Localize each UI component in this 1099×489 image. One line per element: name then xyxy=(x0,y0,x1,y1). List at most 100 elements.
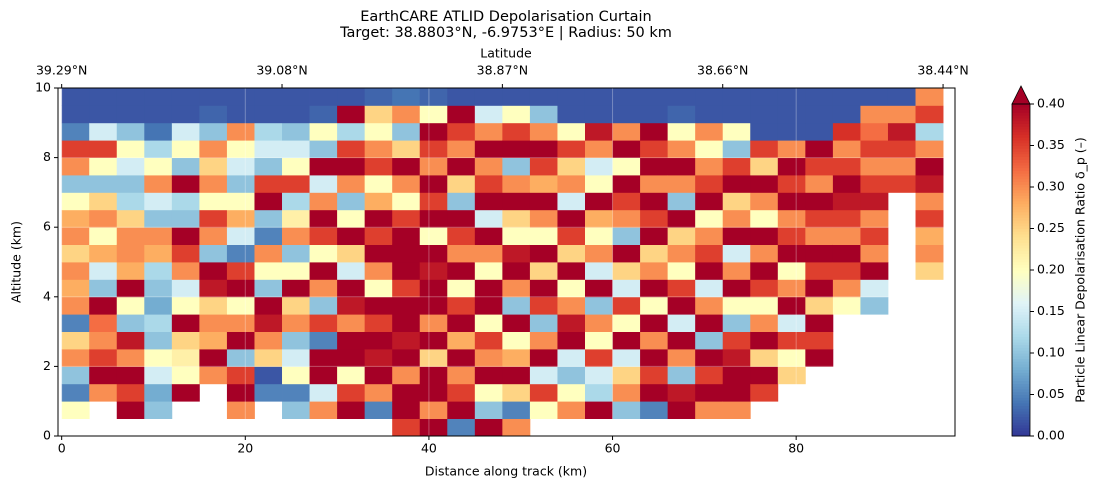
heatmap-cell xyxy=(640,349,669,367)
heatmap-cell xyxy=(502,227,531,245)
colorbar-segment xyxy=(1012,416,1030,420)
colorbar-segment xyxy=(1012,236,1030,241)
heatmap-cell xyxy=(447,331,476,350)
heatmap-cell xyxy=(226,331,255,350)
heatmap-cell xyxy=(447,296,476,315)
heatmap-cell xyxy=(612,314,641,332)
heatmap-cell xyxy=(337,244,366,263)
colorbar-segment xyxy=(1012,319,1030,324)
heatmap-cell xyxy=(722,383,751,402)
heatmap-cell xyxy=(226,349,255,367)
heatmap-cell xyxy=(502,122,531,141)
heatmap-cell xyxy=(640,262,669,280)
heatmap-cell xyxy=(254,366,283,385)
heatmap-cell xyxy=(364,209,393,228)
heatmap-cell xyxy=(226,262,255,280)
colorbar-segment xyxy=(1012,170,1030,174)
heatmap-cell xyxy=(447,279,476,298)
heatmap-cell xyxy=(144,331,173,350)
heatmap-cell xyxy=(640,314,669,332)
heatmap-cell xyxy=(447,140,476,158)
colorbar-segment xyxy=(1012,112,1030,116)
heatmap-cell xyxy=(144,296,173,315)
heatmap-cell xyxy=(144,349,173,367)
heatmap-cell xyxy=(226,140,255,158)
heatmap-cell xyxy=(447,401,476,419)
heatmap-cell xyxy=(89,227,118,245)
heatmap-cell xyxy=(860,262,889,280)
heatmap-cell xyxy=(309,157,338,176)
colorbar-segment xyxy=(1012,336,1030,340)
heatmap-cell xyxy=(750,157,779,176)
heatmap-cell xyxy=(364,105,393,124)
colorbar-segment xyxy=(1012,167,1030,171)
heatmap-cell xyxy=(199,349,228,367)
colorbar-segment xyxy=(1012,225,1030,229)
heatmap-cell xyxy=(750,88,779,106)
heatmap-cell xyxy=(144,122,173,141)
heatmap-cell xyxy=(474,88,503,106)
heatmap-cell xyxy=(337,383,366,402)
heatmap-cell xyxy=(392,244,421,263)
colorbar-segment xyxy=(1012,148,1030,152)
colorbar-segment xyxy=(1012,361,1030,365)
heatmap-cell xyxy=(612,105,641,124)
heatmap-cell xyxy=(226,88,255,106)
heatmap-cell xyxy=(584,331,613,350)
heatmap-cell xyxy=(557,122,586,141)
heatmap-cell xyxy=(89,296,118,315)
heatmap-cell xyxy=(750,105,779,124)
heatmap-cell xyxy=(226,296,255,315)
colorbar-segment xyxy=(1012,430,1030,434)
heatmap-cell xyxy=(612,349,641,367)
colorbar-segment xyxy=(1012,333,1030,337)
heatmap-cell xyxy=(61,331,90,350)
heatmap-cell xyxy=(805,296,834,315)
heatmap-cell xyxy=(282,209,310,228)
colorbar-label: Particle Linear Depolarisation Ratio δ_p… xyxy=(1073,137,1088,403)
colorbar-segment xyxy=(1012,123,1030,127)
colorbar-segment xyxy=(1012,314,1030,318)
x-tick-label: 60 xyxy=(605,441,621,456)
heatmap-cell xyxy=(364,262,393,280)
heatmap-cell xyxy=(226,157,255,176)
heatmap-cell xyxy=(777,227,806,245)
colorbar-segment xyxy=(1012,256,1030,260)
colorbar-segment xyxy=(1012,153,1030,158)
colorbar-tick-label: 0.30 xyxy=(1037,179,1065,194)
heatmap-cell xyxy=(116,175,145,193)
y-tick-label: 8 xyxy=(43,149,51,164)
heatmap-cell xyxy=(392,314,421,332)
heatmap-cell xyxy=(695,157,724,176)
heatmap-cell xyxy=(750,279,779,298)
heatmap-cell xyxy=(860,209,889,228)
heatmap-cell xyxy=(502,262,531,280)
heatmap-cell xyxy=(777,175,806,193)
colorbar-segment xyxy=(1012,115,1030,119)
heatmap-cell xyxy=(584,157,613,176)
y-tick-label: 10 xyxy=(35,80,51,95)
heatmap-cell xyxy=(695,383,724,402)
heatmap-cell xyxy=(584,279,613,298)
heatmap-cell xyxy=(502,331,531,350)
colorbar-segment xyxy=(1012,126,1030,130)
heatmap-cell xyxy=(226,314,255,332)
heatmap-cell xyxy=(805,157,834,176)
heatmap-cell xyxy=(584,227,613,245)
heatmap-cell xyxy=(777,366,806,385)
heatmap-cell xyxy=(171,209,200,228)
colorbar-segment xyxy=(1012,377,1030,382)
heatmap-cell xyxy=(364,279,393,298)
heatmap-cell xyxy=(89,175,118,193)
heatmap-cell xyxy=(529,227,558,245)
heatmap-cell xyxy=(419,209,448,228)
heatmap-cell xyxy=(529,175,558,193)
colorbar-segment xyxy=(1012,253,1030,257)
colorbar-segment xyxy=(1012,145,1030,149)
heatmap-cell xyxy=(337,175,366,193)
heatmap-cell xyxy=(282,401,310,419)
heatmap-cell xyxy=(832,88,861,106)
colorbar-segment xyxy=(1012,134,1030,138)
heatmap-cell xyxy=(392,140,421,158)
heatmap-cell xyxy=(777,279,806,298)
